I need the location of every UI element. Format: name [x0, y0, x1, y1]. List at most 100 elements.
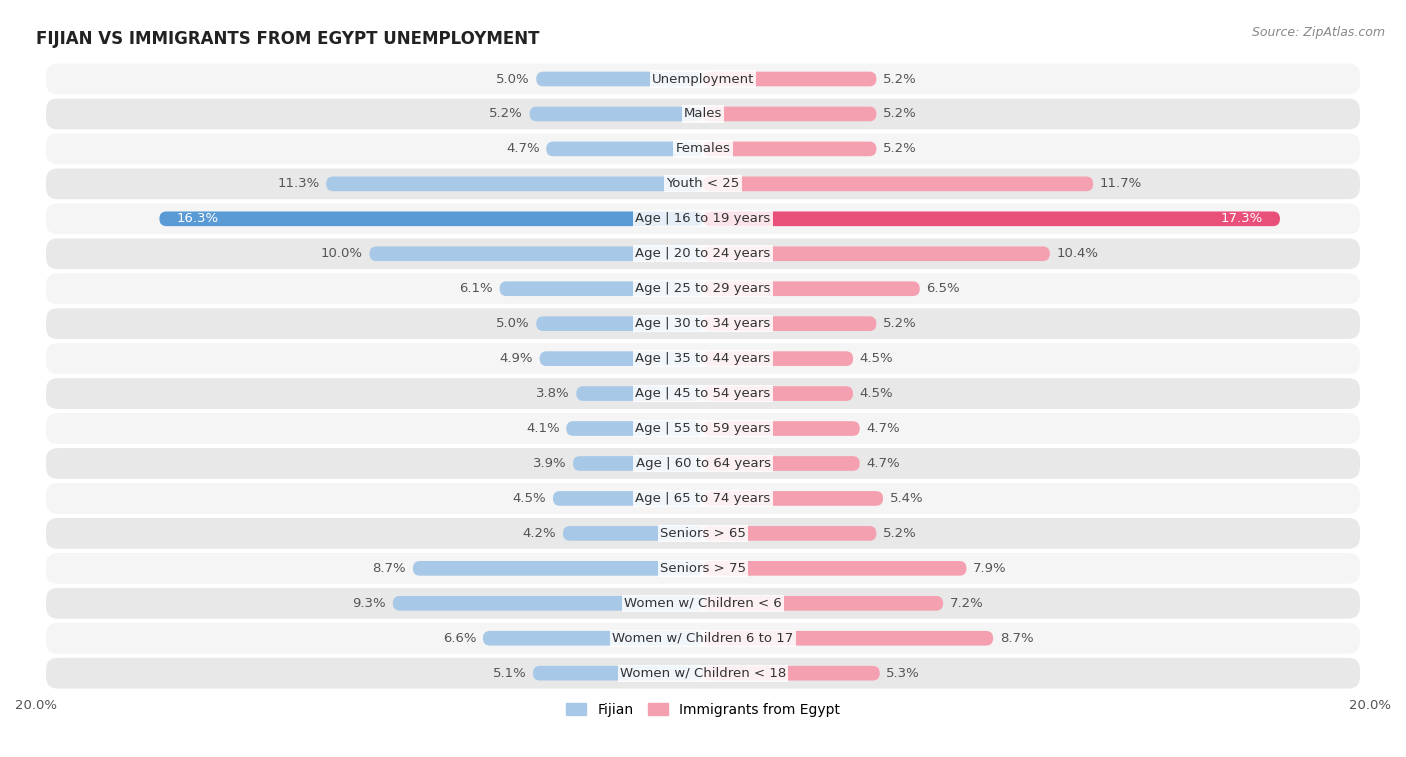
FancyBboxPatch shape — [703, 142, 876, 156]
FancyBboxPatch shape — [703, 386, 853, 401]
FancyBboxPatch shape — [46, 64, 1360, 95]
Text: 5.4%: 5.4% — [890, 492, 924, 505]
FancyBboxPatch shape — [46, 623, 1360, 653]
FancyBboxPatch shape — [46, 448, 1360, 479]
FancyBboxPatch shape — [703, 72, 876, 86]
FancyBboxPatch shape — [46, 308, 1360, 339]
Text: 17.3%: 17.3% — [1220, 212, 1263, 226]
FancyBboxPatch shape — [703, 421, 859, 436]
Text: 16.3%: 16.3% — [176, 212, 218, 226]
FancyBboxPatch shape — [46, 343, 1360, 374]
FancyBboxPatch shape — [703, 211, 1279, 226]
Text: 4.9%: 4.9% — [499, 352, 533, 365]
Text: FIJIAN VS IMMIGRANTS FROM EGYPT UNEMPLOYMENT: FIJIAN VS IMMIGRANTS FROM EGYPT UNEMPLOY… — [37, 30, 540, 48]
FancyBboxPatch shape — [533, 666, 703, 681]
FancyBboxPatch shape — [703, 631, 993, 646]
FancyBboxPatch shape — [392, 596, 703, 611]
Text: 5.2%: 5.2% — [489, 107, 523, 120]
Text: 5.2%: 5.2% — [883, 527, 917, 540]
Text: 6.5%: 6.5% — [927, 282, 960, 295]
FancyBboxPatch shape — [46, 204, 1360, 234]
FancyBboxPatch shape — [703, 561, 966, 575]
Text: Women w/ Children < 6: Women w/ Children < 6 — [624, 597, 782, 610]
FancyBboxPatch shape — [703, 282, 920, 296]
FancyBboxPatch shape — [576, 386, 703, 401]
Text: 10.0%: 10.0% — [321, 248, 363, 260]
FancyBboxPatch shape — [46, 588, 1360, 618]
Text: Age | 45 to 54 years: Age | 45 to 54 years — [636, 387, 770, 400]
FancyBboxPatch shape — [326, 176, 703, 192]
Text: 4.7%: 4.7% — [866, 422, 900, 435]
Text: Age | 25 to 29 years: Age | 25 to 29 years — [636, 282, 770, 295]
FancyBboxPatch shape — [46, 169, 1360, 199]
FancyBboxPatch shape — [370, 247, 703, 261]
FancyBboxPatch shape — [530, 107, 703, 121]
FancyBboxPatch shape — [553, 491, 703, 506]
FancyBboxPatch shape — [703, 107, 876, 121]
FancyBboxPatch shape — [46, 483, 1360, 514]
Text: 5.0%: 5.0% — [496, 317, 530, 330]
Text: 4.7%: 4.7% — [506, 142, 540, 155]
Text: 7.9%: 7.9% — [973, 562, 1007, 575]
Text: Women w/ Children < 18: Women w/ Children < 18 — [620, 667, 786, 680]
FancyBboxPatch shape — [540, 351, 703, 366]
Text: Age | 35 to 44 years: Age | 35 to 44 years — [636, 352, 770, 365]
FancyBboxPatch shape — [482, 631, 703, 646]
Text: 4.5%: 4.5% — [859, 387, 893, 400]
Text: 5.2%: 5.2% — [883, 107, 917, 120]
Text: 5.2%: 5.2% — [883, 73, 917, 86]
Text: 7.2%: 7.2% — [950, 597, 984, 610]
Text: 4.1%: 4.1% — [526, 422, 560, 435]
Text: Age | 55 to 59 years: Age | 55 to 59 years — [636, 422, 770, 435]
FancyBboxPatch shape — [703, 247, 1050, 261]
Text: 6.6%: 6.6% — [443, 632, 477, 645]
Text: 6.1%: 6.1% — [460, 282, 494, 295]
FancyBboxPatch shape — [703, 176, 1094, 192]
Text: Females: Females — [675, 142, 731, 155]
Text: Age | 65 to 74 years: Age | 65 to 74 years — [636, 492, 770, 505]
FancyBboxPatch shape — [567, 421, 703, 436]
Text: 9.3%: 9.3% — [353, 597, 387, 610]
Text: 4.7%: 4.7% — [866, 457, 900, 470]
Text: 3.8%: 3.8% — [536, 387, 569, 400]
FancyBboxPatch shape — [703, 316, 876, 331]
Text: 10.4%: 10.4% — [1056, 248, 1098, 260]
FancyBboxPatch shape — [562, 526, 703, 540]
FancyBboxPatch shape — [703, 351, 853, 366]
Text: 8.7%: 8.7% — [1000, 632, 1033, 645]
Text: 11.3%: 11.3% — [277, 177, 319, 190]
FancyBboxPatch shape — [572, 456, 703, 471]
Text: 8.7%: 8.7% — [373, 562, 406, 575]
FancyBboxPatch shape — [46, 98, 1360, 129]
Text: Seniors > 75: Seniors > 75 — [659, 562, 747, 575]
Legend: Fijian, Immigrants from Egypt: Fijian, Immigrants from Egypt — [560, 697, 846, 722]
Text: 5.3%: 5.3% — [886, 667, 920, 680]
FancyBboxPatch shape — [46, 133, 1360, 164]
FancyBboxPatch shape — [536, 72, 703, 86]
Text: 5.2%: 5.2% — [883, 317, 917, 330]
FancyBboxPatch shape — [46, 518, 1360, 549]
Text: Age | 30 to 34 years: Age | 30 to 34 years — [636, 317, 770, 330]
Text: Age | 60 to 64 years: Age | 60 to 64 years — [636, 457, 770, 470]
Text: 5.1%: 5.1% — [492, 667, 526, 680]
Text: Women w/ Children 6 to 17: Women w/ Children 6 to 17 — [613, 632, 793, 645]
FancyBboxPatch shape — [46, 413, 1360, 444]
FancyBboxPatch shape — [46, 658, 1360, 689]
Text: Unemployment: Unemployment — [652, 73, 754, 86]
FancyBboxPatch shape — [536, 316, 703, 331]
Text: 5.0%: 5.0% — [496, 73, 530, 86]
Text: 4.2%: 4.2% — [523, 527, 557, 540]
Text: 5.2%: 5.2% — [883, 142, 917, 155]
FancyBboxPatch shape — [46, 273, 1360, 304]
FancyBboxPatch shape — [46, 238, 1360, 269]
FancyBboxPatch shape — [413, 561, 703, 575]
Text: 4.5%: 4.5% — [859, 352, 893, 365]
Text: Seniors > 65: Seniors > 65 — [659, 527, 747, 540]
Text: Age | 16 to 19 years: Age | 16 to 19 years — [636, 212, 770, 226]
Text: Youth < 25: Youth < 25 — [666, 177, 740, 190]
FancyBboxPatch shape — [46, 553, 1360, 584]
FancyBboxPatch shape — [703, 666, 880, 681]
Text: 3.9%: 3.9% — [533, 457, 567, 470]
Text: 11.7%: 11.7% — [1099, 177, 1142, 190]
FancyBboxPatch shape — [547, 142, 703, 156]
